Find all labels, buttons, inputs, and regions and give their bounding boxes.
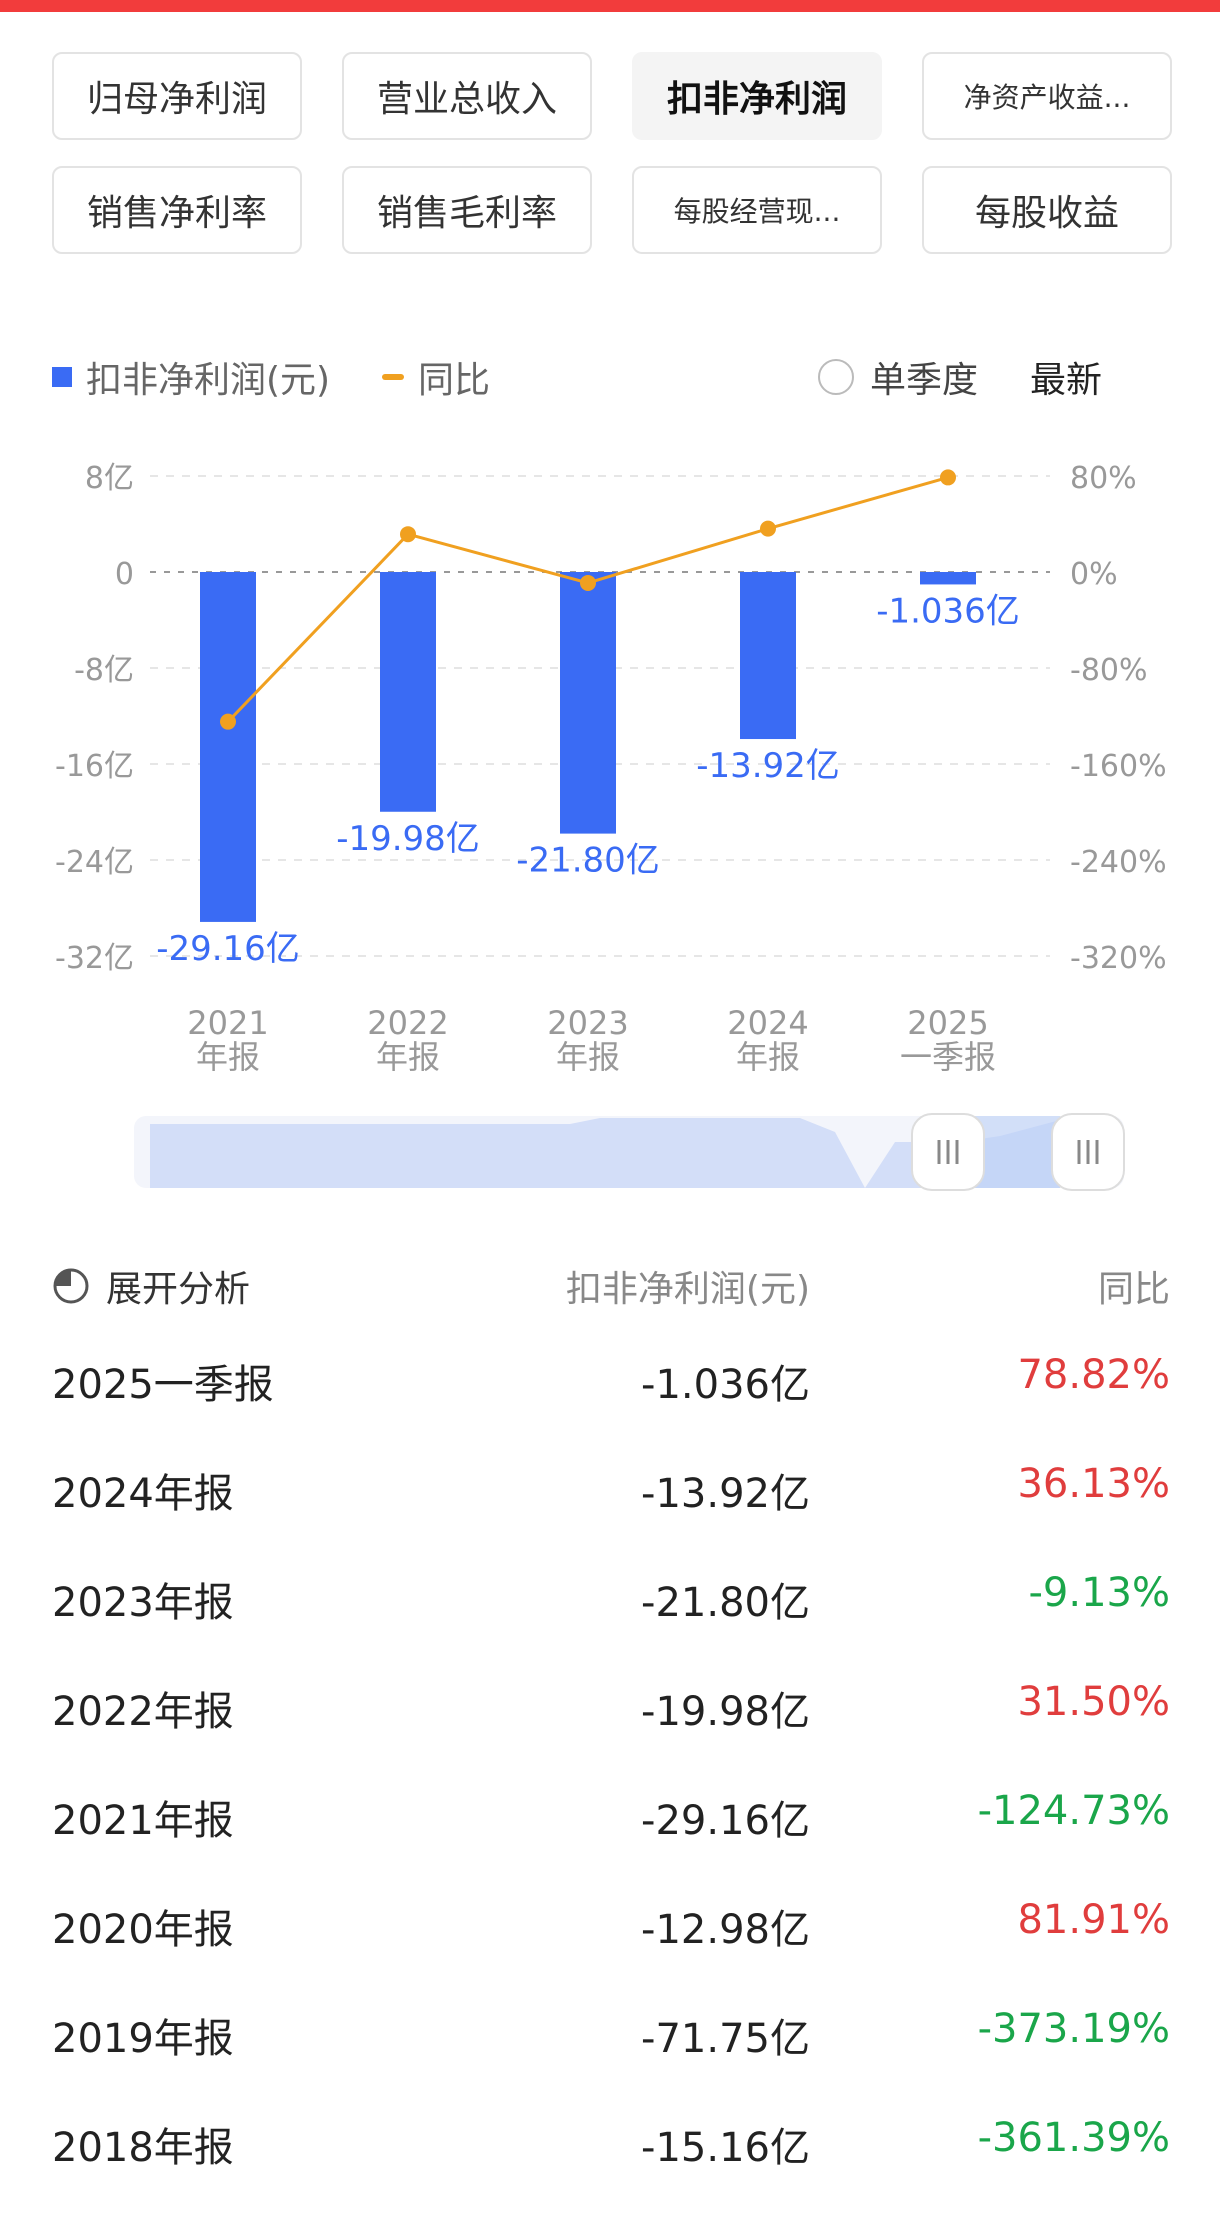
yoy-point (760, 520, 776, 537)
expand-analysis[interactable]: 展开分析 (52, 1260, 250, 1312)
y-tick-label-right: -240% (1070, 845, 1167, 880)
x-tick-label: 2022 年报 (367, 1004, 448, 1076)
legend-line-label: 同比 (418, 360, 491, 401)
tab-metric[interactable]: 扣非净利润 (632, 52, 882, 140)
top-accent-bar (0, 0, 1220, 12)
tab-metric[interactable]: 销售毛利率 (342, 166, 592, 254)
tab-metric[interactable]: 每股收益 (922, 166, 1172, 254)
tab-metric[interactable]: 每股经营现... (632, 166, 882, 254)
bar-value-label: -13.92亿 (696, 746, 840, 786)
row-period: 2018年报 (52, 2125, 234, 2171)
legend-bar: 扣非净利润(元) (52, 351, 330, 403)
latest-label: 最新 (1030, 360, 1103, 401)
chart: 8亿 0 -8亿 -16亿 -24亿 -32亿 80% 0% -80% -160% -240% -32… (55, 461, 1167, 1191)
table-row[interactable]: 2023年报 -21.80亿 -9.13% (52, 1548, 1170, 1657)
line-swatch-icon (382, 374, 404, 380)
x-tick-label: 2021 年报 (187, 1004, 268, 1076)
table-row[interactable]: 2020年报 -12.98亿 81.91% (52, 1875, 1170, 1984)
row-yoy: -9.13% (1028, 1570, 1170, 1616)
table-header: 展开分析 扣非净利润(元) 同比 (52, 1240, 1170, 1330)
bar (380, 572, 436, 812)
range-slider-preview (150, 1118, 1060, 1188)
row-value: -15.16亿 (641, 2125, 810, 2171)
legend-bar-label: 扣非净利润(元) (86, 360, 331, 401)
y-tick-label-right: -320% (1070, 941, 1167, 976)
row-period: 2024年报 (52, 1471, 234, 1517)
row-value: -71.75亿 (641, 2016, 810, 2062)
row-period: 2019年报 (52, 2016, 234, 2062)
bar-swatch-icon (52, 367, 72, 387)
y-tick-label-right: 0% (1070, 557, 1118, 592)
quarter-toggle[interactable]: 单季度 (818, 351, 978, 403)
row-value: -12.98亿 (641, 1907, 810, 1953)
row-value: -19.98亿 (641, 1689, 810, 1735)
row-yoy: -373.19% (977, 2006, 1170, 2052)
row-yoy: -124.73% (977, 1788, 1170, 1834)
data-table: 展开分析 扣非净利润(元) 同比 2025一季报 -1.036亿 78.82% 202… (52, 1240, 1170, 2202)
metric-tabs: 归母净利润 营业总收入 扣非净利润 净资产收益... 销售净利率 销售毛利率 每… (52, 52, 1172, 254)
bar (920, 572, 976, 585)
table-row[interactable]: 2025一季报 -1.036亿 78.82% (52, 1330, 1170, 1439)
quarter-label: 单季度 (870, 360, 979, 401)
row-yoy: -361.39% (977, 2115, 1170, 2161)
yoy-point (940, 469, 956, 486)
row-period: 2021年报 (52, 1798, 234, 1844)
bar (200, 572, 256, 922)
row-value: -21.80亿 (641, 1580, 810, 1626)
latest-button[interactable]: 最新 (1030, 351, 1102, 403)
yoy-point (400, 526, 416, 543)
row-yoy: 31.50% (1017, 1679, 1170, 1725)
bar (740, 572, 796, 740)
y-tick-label-left: -16亿 (55, 749, 134, 784)
pie-chart-icon (53, 1268, 89, 1304)
row-yoy: 81.91% (1017, 1897, 1170, 1943)
x-tick-label: 2023 年报 (547, 1004, 628, 1076)
table-body: 2025一季报 -1.036亿 78.82% 2024年报 -13.92亿 36.13% 2… (52, 1330, 1170, 2202)
y-tick-label-left: -8亿 (74, 653, 134, 688)
bar (560, 572, 616, 834)
yoy-point (220, 713, 236, 730)
y-tick-label-left: 0 (115, 557, 134, 592)
table-row[interactable]: 2024年报 -13.92亿 36.13% (52, 1439, 1170, 1548)
row-period: 2020年报 (52, 1907, 234, 1953)
x-tick-label: 2025 一季报 (900, 1004, 996, 1076)
bar-value-label: -29.16亿 (156, 929, 300, 969)
row-yoy: 36.13% (1017, 1461, 1170, 1507)
tab-metric[interactable]: 营业总收入 (342, 52, 592, 140)
y-tick-label-right: -80% (1070, 653, 1148, 688)
row-period: 2023年报 (52, 1580, 234, 1626)
y-tick-label-right: -160% (1070, 749, 1167, 784)
y-tick-label-left: -24亿 (55, 845, 134, 880)
expand-analysis-label: 展开分析 (106, 1269, 251, 1310)
yoy-point (580, 574, 596, 591)
table-row[interactable]: 2022年报 -19.98亿 31.50% (52, 1657, 1170, 1766)
table-row[interactable]: 2019年报 -71.75亿 -373.19% (52, 1984, 1170, 2093)
row-value: -1.036亿 (641, 1362, 810, 1408)
chart-legend: 扣非净利润(元) 同比 单季度 最新 (52, 345, 1170, 405)
table-row[interactable]: 2021年报 -29.16亿 -124.73% (52, 1766, 1170, 1875)
x-tick-label: 2024 年报 (727, 1004, 808, 1076)
radio-icon[interactable] (818, 359, 854, 395)
bar-value-label: -19.98亿 (336, 819, 480, 859)
y-tick-label-right: 80% (1070, 461, 1137, 496)
row-value: -13.92亿 (641, 1471, 810, 1517)
table-row[interactable]: 2018年报 -15.16亿 -361.39% (52, 2093, 1170, 2202)
bar-value-label: -1.036亿 (876, 591, 1020, 631)
row-value: -29.16亿 (641, 1798, 810, 1844)
y-tick-label-left: -32亿 (55, 941, 134, 976)
tab-metric[interactable]: 净资产收益... (922, 52, 1172, 140)
tab-metric[interactable]: 销售净利率 (52, 166, 302, 254)
row-period: 2025一季报 (52, 1362, 274, 1408)
header-yoy: 同比 (1097, 1269, 1170, 1310)
legend-line: 同比 (382, 351, 490, 403)
y-tick-label-left: 8亿 (85, 461, 134, 496)
bar-value-label: -21.80亿 (516, 841, 660, 881)
header-value: 扣非净利润(元) (565, 1269, 810, 1310)
tab-metric[interactable]: 归母净利润 (52, 52, 302, 140)
row-period: 2022年报 (52, 1689, 234, 1735)
row-yoy: 78.82% (1017, 1352, 1170, 1398)
